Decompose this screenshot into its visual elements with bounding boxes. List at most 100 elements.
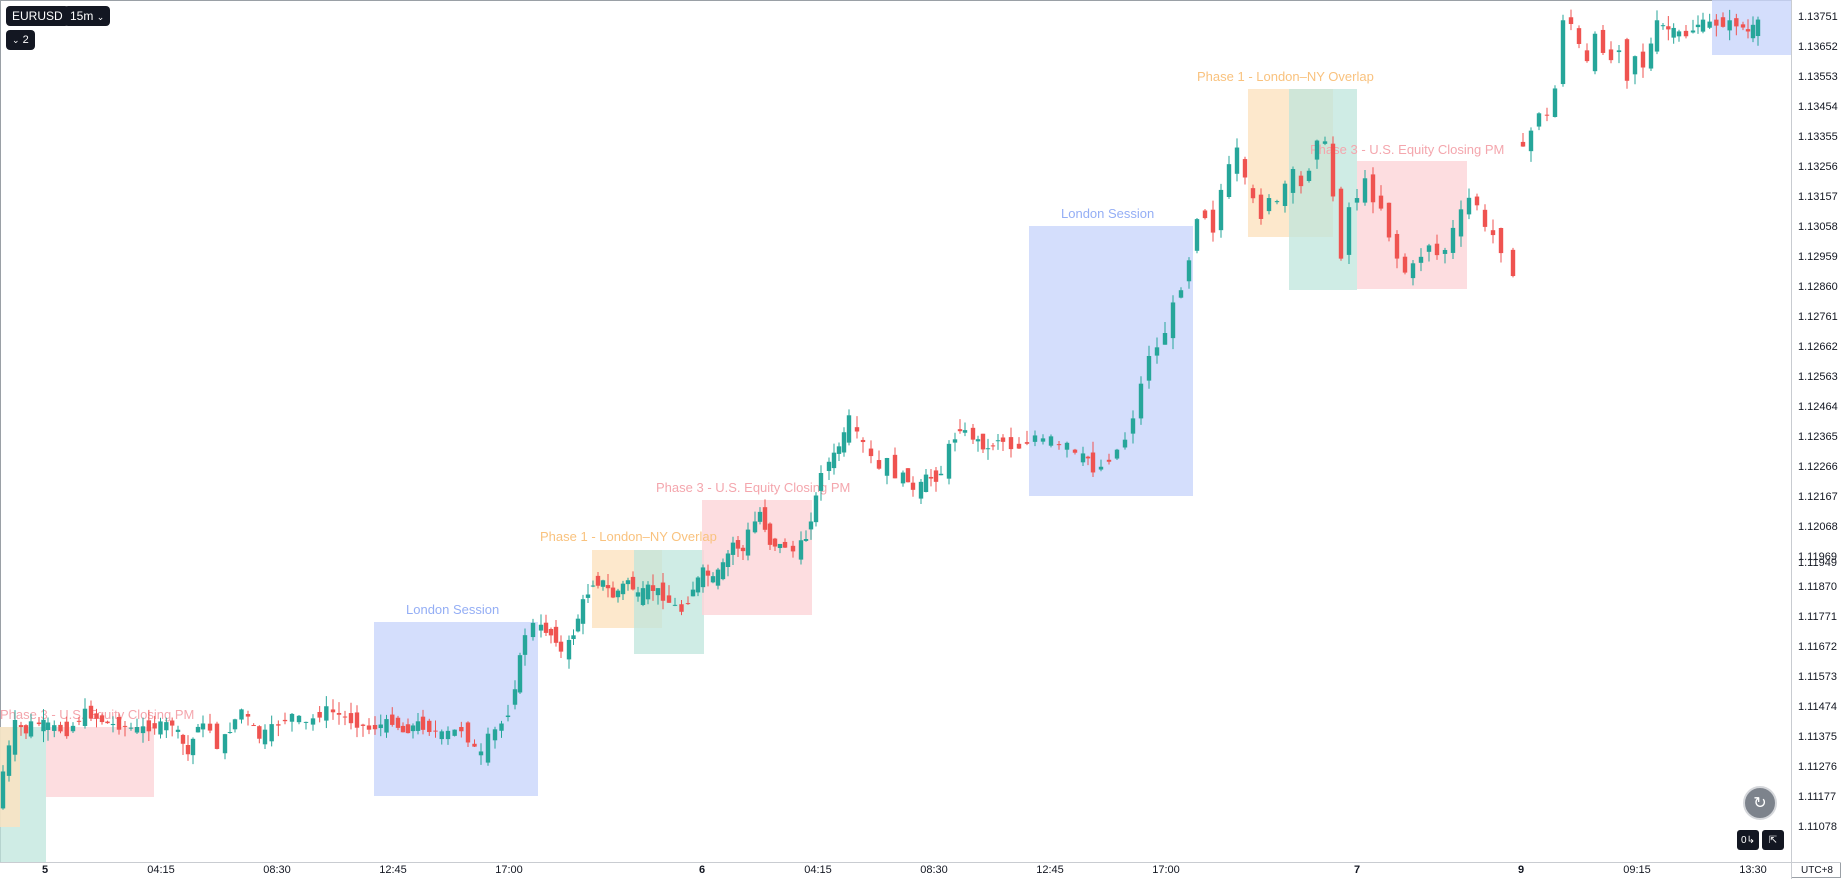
candle-body[interactable] — [645, 584, 651, 600]
candle-body[interactable] — [1322, 141, 1328, 144]
candle-body[interactable] — [1727, 20, 1732, 31]
candle-body[interactable] — [427, 720, 432, 733]
candle-body[interactable] — [826, 461, 832, 472]
candle-body[interactable] — [257, 726, 262, 739]
candle-body[interactable] — [1338, 188, 1344, 259]
candle-body[interactable] — [650, 585, 656, 591]
candle-body[interactable] — [615, 590, 621, 598]
candle-body[interactable] — [1474, 196, 1480, 206]
candle-body[interactable] — [1632, 56, 1638, 75]
candle-body[interactable] — [910, 482, 916, 490]
candle-body[interactable] — [303, 721, 309, 723]
indicator-toggle[interactable]: ⌄ 2 — [6, 30, 35, 50]
candle-body[interactable] — [585, 594, 591, 598]
candle-body[interactable] — [831, 452, 837, 469]
candle-body[interactable] — [705, 570, 711, 576]
candle-body[interactable] — [116, 716, 122, 730]
candle-body[interactable] — [41, 719, 46, 732]
candle-body[interactable] — [207, 723, 213, 731]
candle-body[interactable] — [1648, 43, 1654, 69]
candle-body[interactable] — [1114, 449, 1120, 459]
candle-body[interactable] — [1282, 183, 1288, 206]
timezone-label[interactable]: UTC+8 — [1791, 862, 1841, 879]
candle-body[interactable] — [45, 722, 51, 730]
candle-body[interactable] — [195, 726, 201, 733]
candle-body[interactable] — [169, 720, 175, 726]
candle-body[interactable] — [782, 541, 788, 548]
candle-body[interactable] — [655, 588, 661, 596]
candle-body[interactable] — [730, 542, 736, 555]
candle-body[interactable] — [1676, 31, 1682, 37]
candle-body[interactable] — [1707, 21, 1712, 28]
candle-body[interactable] — [558, 641, 564, 652]
phase3-box[interactable] — [46, 727, 154, 797]
candle-body[interactable] — [360, 724, 366, 726]
candle-body[interactable] — [1202, 210, 1208, 219]
candle-body[interactable] — [1616, 50, 1622, 53]
candle-body[interactable] — [772, 538, 778, 547]
phase3-box[interactable] — [702, 500, 812, 615]
candle-body[interactable] — [36, 722, 42, 725]
time-axis[interactable]: 5 04:15 08:30 12:45 17:00 6 04:15 08:30 12:45 17:… — [0, 862, 1791, 879]
candle-body[interactable] — [715, 569, 721, 586]
candle-body[interactable] — [1654, 20, 1660, 52]
candle-body[interactable] — [918, 481, 924, 499]
price-axis[interactable]: 1.13751 1.13652 1.13553 1.13454 1.13355 1.132… — [1791, 0, 1841, 862]
candle-body[interactable] — [330, 709, 336, 713]
candle-body[interactable] — [1640, 51, 1646, 68]
candle-body[interactable] — [1714, 19, 1719, 26]
candle-body[interactable] — [710, 576, 716, 583]
candle-body[interactable] — [1298, 175, 1304, 187]
candle-body[interactable] — [590, 585, 596, 587]
candle-body[interactable] — [1498, 228, 1504, 254]
candle-body[interactable] — [1258, 194, 1264, 219]
candle-body[interactable] — [1090, 452, 1096, 473]
candle-body[interactable] — [128, 727, 134, 729]
candle-body[interactable] — [1510, 249, 1516, 277]
candle-body[interactable] — [1138, 383, 1144, 419]
candle-body[interactable] — [933, 470, 939, 482]
candle-body[interactable] — [846, 415, 852, 443]
candle-body[interactable] — [892, 454, 898, 479]
candle-body[interactable] — [1354, 198, 1360, 203]
candle-body[interactable] — [640, 588, 646, 605]
candle-body[interactable] — [439, 731, 444, 740]
candle-body[interactable] — [105, 721, 110, 724]
candle-body[interactable] — [1584, 50, 1590, 62]
candle-body[interactable] — [348, 713, 354, 724]
london-session-box[interactable] — [1029, 226, 1193, 496]
candle-body[interactable] — [690, 589, 696, 597]
candle-body[interactable] — [472, 743, 477, 747]
candle-body[interactable] — [1624, 39, 1630, 81]
candle-body[interactable] — [620, 583, 626, 595]
candle-body[interactable] — [140, 726, 146, 734]
candle-body[interactable] — [836, 446, 842, 454]
candle-body[interactable] — [735, 540, 741, 549]
candle-body[interactable] — [1290, 169, 1296, 193]
candle-body[interactable] — [762, 507, 768, 530]
candle-body[interactable] — [465, 722, 471, 743]
candle-body[interactable] — [76, 720, 82, 722]
candle-body[interactable] — [1745, 29, 1751, 32]
candle-body[interactable] — [522, 635, 528, 655]
candle-body[interactable] — [378, 724, 383, 729]
candle-body[interactable] — [745, 529, 751, 556]
candle-body[interactable] — [269, 724, 274, 742]
candle-body[interactable] — [410, 725, 416, 732]
candle-body[interactable] — [6, 745, 12, 776]
candle-body[interactable] — [1690, 30, 1696, 33]
candle-body[interactable] — [1306, 170, 1312, 182]
candle-body[interactable] — [1482, 209, 1488, 227]
candle-body[interactable] — [985, 448, 991, 450]
candle-body[interactable] — [1234, 147, 1240, 174]
candle-body[interactable] — [1040, 438, 1046, 442]
candle-body[interactable] — [1560, 20, 1566, 85]
candle-body[interactable] — [1695, 24, 1701, 28]
candle-body[interactable] — [1016, 443, 1022, 449]
candle-body[interactable] — [808, 521, 814, 530]
candle-body[interactable] — [433, 730, 438, 732]
candle-body[interactable] — [1552, 88, 1558, 117]
candle-body[interactable] — [757, 511, 763, 522]
candle-body[interactable] — [962, 430, 968, 433]
candle-body[interactable] — [1458, 209, 1464, 237]
